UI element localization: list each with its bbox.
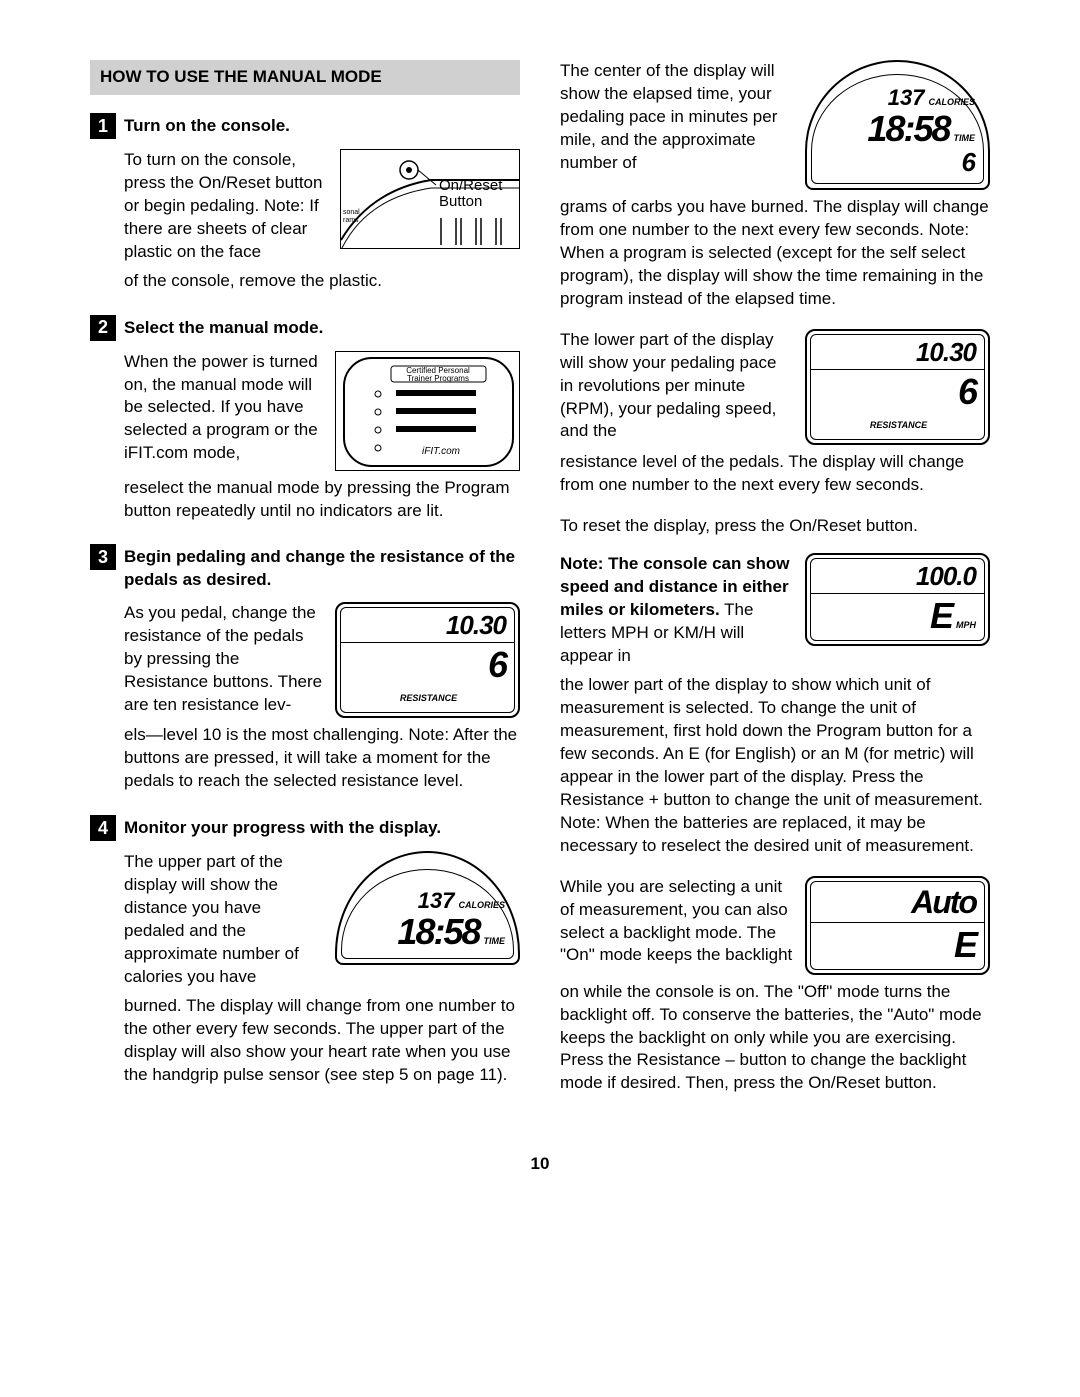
- lcd-top-value: Auto: [819, 886, 976, 918]
- r-p4-continue: the lower part of the display to show wh…: [560, 674, 990, 858]
- lcd-calories: 137: [888, 87, 925, 109]
- step-2: 2 Select the manual mode.: [90, 315, 520, 341]
- r-p3: To reset the display, press the On/Reset…: [560, 515, 990, 538]
- onreset-diagram: On/Reset Button sonal rams: [340, 149, 520, 249]
- lcd-num: E: [930, 598, 952, 634]
- r-p2-text: The lower part of the display will show …: [560, 329, 793, 444]
- svg-text:Trainer Programs: Trainer Programs: [407, 374, 469, 383]
- lcd-time: 18:58: [867, 111, 949, 147]
- calories-lcd: 137 CALORIES 18:58 TIME: [335, 851, 520, 965]
- r-p4-bold: Note: The console can show speed and dis…: [560, 554, 790, 619]
- step-3: 3 Begin pedaling and change the resistan…: [90, 544, 520, 592]
- r-p1-continue: grams of carbs you have burned. The disp…: [560, 196, 990, 311]
- svg-text:sonal: sonal: [343, 209, 360, 216]
- lcd-num: E: [954, 927, 976, 963]
- svg-text:iFIT.com: iFIT.com: [422, 446, 460, 457]
- step-4-continue: burned. The display will change from one…: [124, 995, 520, 1087]
- lcd-top-value: 100.0: [819, 563, 976, 589]
- lcd-time-label: TIME: [484, 935, 506, 947]
- lower-lcd: 10.30 6 RESISTANCE: [805, 329, 990, 445]
- section-header: HOW TO USE THE MANUAL MODE: [90, 60, 520, 95]
- lcd-num: 6: [488, 647, 506, 683]
- step-title: Monitor your progress with the display.: [124, 815, 441, 840]
- step-number: 4: [90, 815, 116, 841]
- r-p1-text: The center of the display will show the …: [560, 60, 793, 175]
- step-4-text: The upper part of the display will show …: [124, 851, 323, 989]
- backlight-lcd: Auto E: [805, 876, 990, 975]
- step-title: Begin pedaling and change the resistance…: [124, 544, 520, 592]
- step-1-continue: of the console, remove the plastic.: [124, 270, 520, 293]
- r-p5-continue: on while the console is on. The "Off" mo…: [560, 981, 990, 1096]
- lcd-label: MPH: [956, 619, 976, 631]
- r-p2-continue: resistance level of the pedals. The disp…: [560, 451, 990, 497]
- step-title: Select the manual mode.: [124, 315, 323, 340]
- lcd-calories: 137: [418, 890, 455, 912]
- lcd-top-value: 10.30: [349, 612, 506, 638]
- step-3-continue: els—level 10 is the most challenging. No…: [124, 724, 520, 793]
- step-title: Turn on the console.: [124, 113, 290, 138]
- lcd-num: 6: [958, 374, 976, 410]
- right-column: The center of the display will show the …: [560, 60, 990, 1113]
- step-4: 4 Monitor your progress with the display…: [90, 815, 520, 841]
- units-lcd: 100.0 E MPH: [805, 553, 990, 646]
- lcd-label: RESISTANCE: [400, 693, 457, 703]
- lcd-label: RESISTANCE: [870, 420, 927, 430]
- lcd-time: 18:58: [397, 914, 479, 950]
- step-number: 1: [90, 113, 116, 139]
- svg-text:Button: Button: [439, 193, 482, 210]
- step-1-text: To turn on the console, press the On/Res…: [124, 149, 328, 264]
- center-lcd: 137 CALORIES 18:58 TIME 6: [805, 60, 990, 190]
- page-number: 10: [90, 1153, 990, 1176]
- step-number: 3: [90, 544, 116, 570]
- lcd-bot: 6: [962, 149, 975, 175]
- step-2-continue: reselect the manual mode by pressing the…: [124, 477, 520, 523]
- step-number: 2: [90, 315, 116, 341]
- step-1: 1 Turn on the console.: [90, 113, 520, 139]
- svg-text:rams: rams: [343, 217, 359, 224]
- left-column: HOW TO USE THE MANUAL MODE 1 Turn on the…: [90, 60, 520, 1113]
- r-p4-text: Note: The console can show speed and dis…: [560, 553, 793, 668]
- step-3-text: As you pedal, change the resistance of t…: [124, 602, 323, 717]
- lcd-top-value: 10.30: [819, 339, 976, 365]
- step-2-text: When the power is turned on, the manual …: [124, 351, 323, 466]
- lcd-time-label: TIME: [954, 132, 976, 144]
- r-p5-text: While you are selecting a unit of measur…: [560, 876, 793, 968]
- lcd-cal-label: CALORIES: [458, 899, 505, 911]
- trainer-diagram: Certified Personal Trainer Programs iFIT…: [335, 351, 520, 471]
- lcd-cal-label: CALORIES: [928, 96, 975, 108]
- resistance-lcd: 10.30 6 RESISTANCE: [335, 602, 520, 718]
- svg-text:On/Reset: On/Reset: [439, 177, 503, 194]
